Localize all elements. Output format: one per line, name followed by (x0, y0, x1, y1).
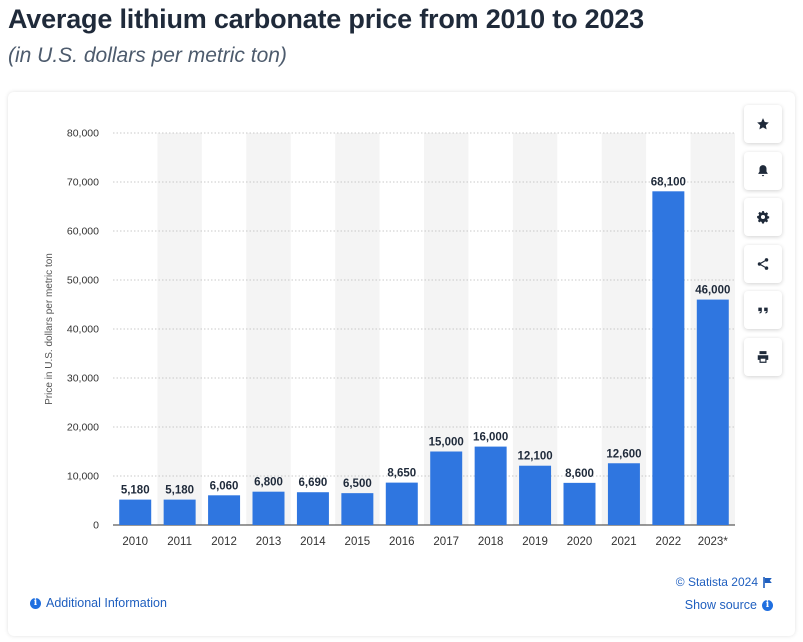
x-tick-label: 2014 (300, 536, 326, 548)
show-source-link[interactable]: Show source i (685, 598, 773, 612)
data-label: 68,100 (651, 176, 686, 188)
additional-information-link[interactable]: i Additional Information (30, 596, 167, 610)
data-label: 6,500 (343, 478, 372, 490)
x-tick-label: 2012 (211, 536, 237, 548)
y-tick-label: 70,000 (67, 177, 99, 189)
bar (385, 482, 418, 525)
favorite-button[interactable] (744, 105, 782, 143)
data-label: 16,000 (473, 432, 508, 444)
bar (696, 299, 729, 525)
x-tick-label: 2013 (256, 536, 282, 548)
y-tick-label: 10,000 (67, 471, 99, 483)
y-axis-title: Price in U.S. dollars per metric ton (44, 253, 55, 405)
copyright-notice[interactable]: © Statista 2024 (676, 575, 773, 589)
data-label: 46,000 (695, 285, 730, 297)
y-tick-label: 20,000 (67, 422, 99, 434)
bar (208, 495, 241, 525)
data-label: 6,800 (254, 477, 283, 489)
data-label: 8,600 (565, 468, 594, 480)
print-button[interactable] (744, 337, 782, 376)
data-label: 5,180 (165, 485, 194, 497)
share-icon (757, 257, 769, 270)
y-tick-label: 80,000 (67, 128, 99, 140)
notification-button[interactable] (744, 151, 782, 190)
info-icon: i (762, 599, 773, 611)
y-tick-label: 30,000 (67, 373, 99, 385)
bar (296, 492, 329, 525)
data-label: 8,650 (387, 468, 416, 480)
bar (519, 465, 552, 525)
star-icon (757, 118, 769, 130)
data-label: 12,100 (517, 451, 552, 463)
bar (563, 482, 596, 525)
info-icon: i (30, 597, 41, 609)
x-tick-label: 2011 (167, 536, 192, 548)
show-source-label: Show source (684, 598, 757, 612)
settings-button[interactable] (744, 198, 782, 236)
x-tick-label: 2020 (567, 536, 593, 548)
x-tick-label: 2023* (698, 536, 729, 548)
y-tick-label: 0 (93, 520, 99, 532)
y-tick-label: 60,000 (67, 226, 99, 238)
bar (430, 451, 463, 525)
data-label: 6,690 (299, 477, 328, 489)
share-button[interactable] (744, 244, 782, 283)
x-tick-label: 2017 (433, 536, 459, 548)
y-tick-label: 50,000 (67, 275, 99, 287)
gear-icon (757, 211, 770, 224)
bar (163, 499, 196, 525)
data-label: 12,600 (606, 448, 641, 460)
x-tick-label: 2016 (389, 536, 415, 548)
data-label: 15,000 (429, 437, 464, 449)
x-tick-label: 2022 (656, 536, 682, 548)
bar (474, 446, 507, 525)
x-tick-label: 2010 (122, 536, 148, 548)
cite-button[interactable] (744, 291, 782, 329)
data-label: 6,060 (210, 480, 239, 492)
bar (607, 463, 640, 525)
print-icon (757, 350, 769, 363)
y-tick-label: 40,000 (67, 324, 99, 336)
quote-icon (758, 307, 768, 314)
copyright-label: © Statista 2024 (675, 575, 758, 589)
bell-icon (758, 164, 768, 176)
chart-subtitle: (in U.S. dollars per metric ton) (8, 44, 287, 67)
x-tick-label: 2018 (478, 536, 504, 548)
bar (341, 493, 374, 525)
bar (252, 491, 285, 525)
x-tick-label: 2019 (522, 536, 548, 548)
flag-icon (763, 576, 772, 588)
chart-title: Average lithium carbonate price from 201… (8, 4, 644, 34)
x-tick-label: 2021 (611, 536, 637, 548)
data-label: 5,180 (121, 485, 150, 497)
bar (119, 499, 152, 525)
chart-toolbar (744, 105, 782, 384)
x-tick-label: 2015 (345, 536, 371, 548)
bar (652, 191, 685, 525)
additional-information-label: Additional Information (46, 596, 167, 610)
